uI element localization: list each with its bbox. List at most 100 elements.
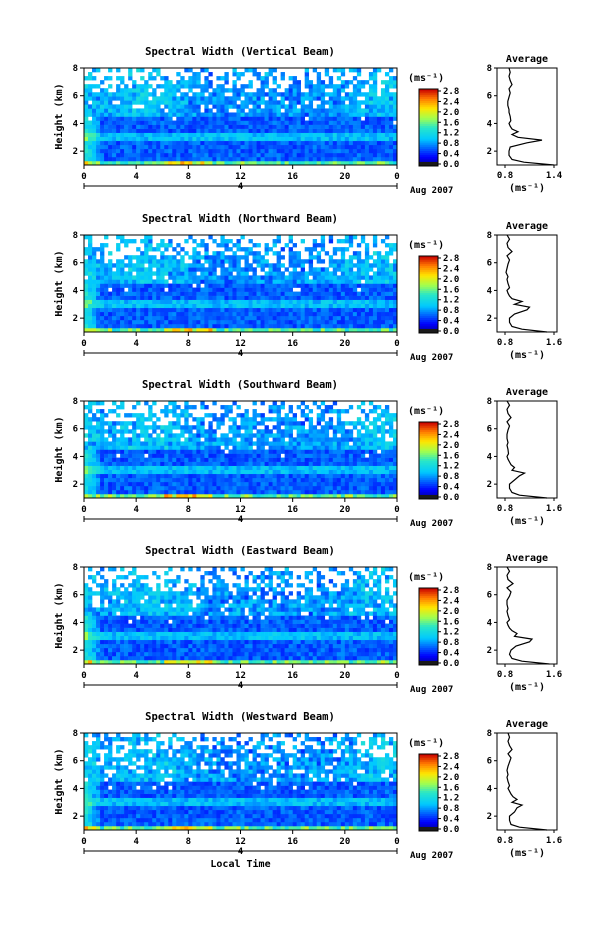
heatmap-cell	[300, 96, 305, 101]
heatmap-cell	[388, 128, 394, 133]
heatmap-cell	[312, 68, 318, 73]
heatmap-cell	[136, 453, 141, 458]
heatmap-cell	[288, 255, 293, 260]
heatmap-cell	[252, 291, 257, 296]
heatmap-cell	[232, 481, 237, 487]
heatmap-cell	[332, 433, 338, 438]
heatmap-cell	[392, 136, 398, 142]
heatmap-cell	[136, 461, 141, 466]
heatmap-cell	[244, 445, 249, 450]
heatmap-cell	[300, 100, 305, 105]
heatmap-cell	[252, 299, 257, 305]
heatmap-cell	[336, 315, 342, 321]
heatmap-cell	[292, 327, 297, 333]
heatmap-cell	[216, 425, 221, 430]
heatmap-cell	[336, 457, 342, 462]
heatmap-cell	[296, 259, 301, 264]
heatmap-cell	[164, 473, 169, 479]
heatmap-cell	[376, 465, 382, 471]
heatmap-cell	[112, 279, 117, 284]
heatmap-cell	[108, 303, 113, 309]
heatmap-cell	[348, 287, 354, 292]
heatmap-cell	[272, 267, 277, 272]
colorbar-segment	[419, 304, 438, 307]
heatmap-cell	[224, 140, 229, 146]
heatmap-cell	[172, 409, 177, 414]
heatmap-cell	[336, 465, 342, 471]
heatmap-cell	[356, 275, 362, 280]
heatmap-cell	[384, 160, 390, 166]
heatmap-cell	[92, 477, 97, 483]
colorbar-tick-label: 1.2	[443, 129, 459, 139]
heatmap-cell	[184, 405, 189, 410]
heatmap-cell	[196, 291, 201, 296]
heatmap-cell	[348, 136, 354, 142]
heatmap-cell	[344, 144, 350, 150]
heatmap-cell	[144, 132, 149, 138]
heatmap-cell	[304, 160, 310, 166]
heatmap-cell	[228, 461, 233, 466]
heatmap-cell	[356, 489, 362, 495]
heatmap-cell	[132, 275, 137, 280]
heatmap-cell	[328, 307, 334, 313]
heatmap-cell	[364, 96, 370, 101]
heatmap-cell	[104, 160, 109, 166]
heatmap-cell	[180, 152, 185, 158]
heatmap-cell	[168, 287, 173, 292]
heatmap-cell	[236, 303, 241, 309]
heatmap-cell	[144, 441, 149, 446]
heatmap-cell	[380, 124, 386, 129]
heatmap-cell	[280, 319, 285, 325]
heatmap-cell	[368, 96, 374, 101]
heatmap-cell	[252, 425, 257, 430]
heatmap-cell	[216, 84, 221, 89]
heatmap-cell	[124, 477, 129, 483]
heatmap-cell	[108, 251, 113, 256]
heatmap-cell	[84, 315, 89, 321]
heatmap-cell	[84, 485, 89, 491]
heatmap-cell	[312, 445, 318, 450]
heatmap-cell	[144, 152, 149, 158]
y-tick-label: 6	[73, 259, 78, 269]
colorbar-segment	[419, 309, 438, 313]
heatmap-cell	[264, 493, 269, 499]
colorbar-segment	[419, 125, 438, 128]
date-marker: 4	[238, 515, 244, 525]
heatmap-cell	[100, 311, 105, 317]
heatmap-cell	[124, 84, 129, 89]
heatmap-cell	[316, 441, 322, 446]
heatmap-cell	[176, 449, 181, 454]
heatmap-cell	[128, 275, 133, 280]
heatmap-cell	[176, 84, 181, 89]
colorbar-segment	[419, 458, 438, 461]
heatmap-cell	[364, 144, 370, 150]
heatmap-cell	[288, 251, 293, 256]
heatmap-cell	[304, 433, 310, 438]
colorbar-tick-label: 0.0	[443, 327, 459, 337]
heatmap-cell	[176, 453, 181, 458]
heatmap-cell	[200, 160, 205, 166]
heatmap-cell	[328, 124, 334, 129]
heatmap-cell	[332, 148, 338, 154]
heatmap-cell	[252, 251, 257, 256]
heatmap-cell	[344, 445, 350, 450]
heatmap-cell	[100, 247, 105, 252]
heatmap-cell	[120, 136, 125, 142]
heatmap-cell	[116, 489, 121, 495]
heatmap-cell	[224, 445, 229, 450]
heatmap-cell	[236, 433, 241, 438]
heatmap-cell	[260, 136, 265, 142]
heatmap-cell	[140, 160, 145, 166]
heatmap-cell	[224, 156, 229, 162]
heatmap-cell	[340, 441, 346, 446]
heatmap-cell	[208, 461, 213, 466]
heatmap-cell	[264, 136, 269, 142]
heatmap-cell	[324, 295, 330, 300]
heatmap-cell	[188, 88, 193, 93]
heatmap-cell	[288, 160, 293, 166]
heatmap-cell	[356, 140, 362, 146]
heatmap-cell	[192, 319, 197, 325]
colorbar-segment	[419, 277, 438, 280]
heatmap-cell	[260, 96, 265, 101]
